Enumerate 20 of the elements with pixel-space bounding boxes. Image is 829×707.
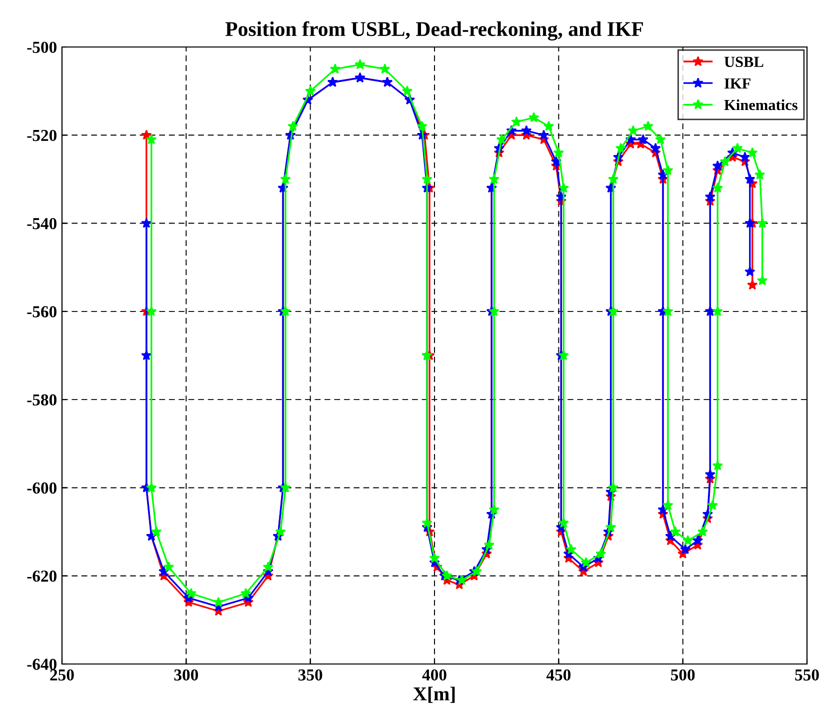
x-tick-label: 450 — [546, 669, 571, 681]
y-tick-label: -500 — [27, 42, 57, 53]
x-tick-label: 350 — [298, 669, 322, 681]
x-tick-label: 500 — [671, 669, 695, 681]
y-tick-label: -640 — [27, 658, 57, 670]
y-tick-label: -540 — [27, 218, 57, 230]
y-tick-label: -620 — [27, 570, 57, 582]
x-tick-label: 400 — [422, 669, 446, 681]
x-tick-label: 300 — [174, 669, 198, 681]
legend-label: IKF — [724, 78, 750, 88]
x-tick-label: 550 — [795, 669, 819, 681]
x-tick-label: 250 — [50, 669, 74, 681]
y-tick-label: -520 — [27, 130, 57, 142]
chart-title: Position from USBL, Dead-reckoning, and IKF — [225, 21, 643, 40]
y-tick-label: -580 — [27, 394, 57, 406]
x-axis-title: X[m] — [413, 686, 455, 703]
legend-label: Kinematics — [724, 99, 798, 110]
y-tick-label: -600 — [27, 482, 57, 494]
y-tick-label: -560 — [27, 306, 57, 318]
legend-label: USBL — [724, 56, 764, 68]
